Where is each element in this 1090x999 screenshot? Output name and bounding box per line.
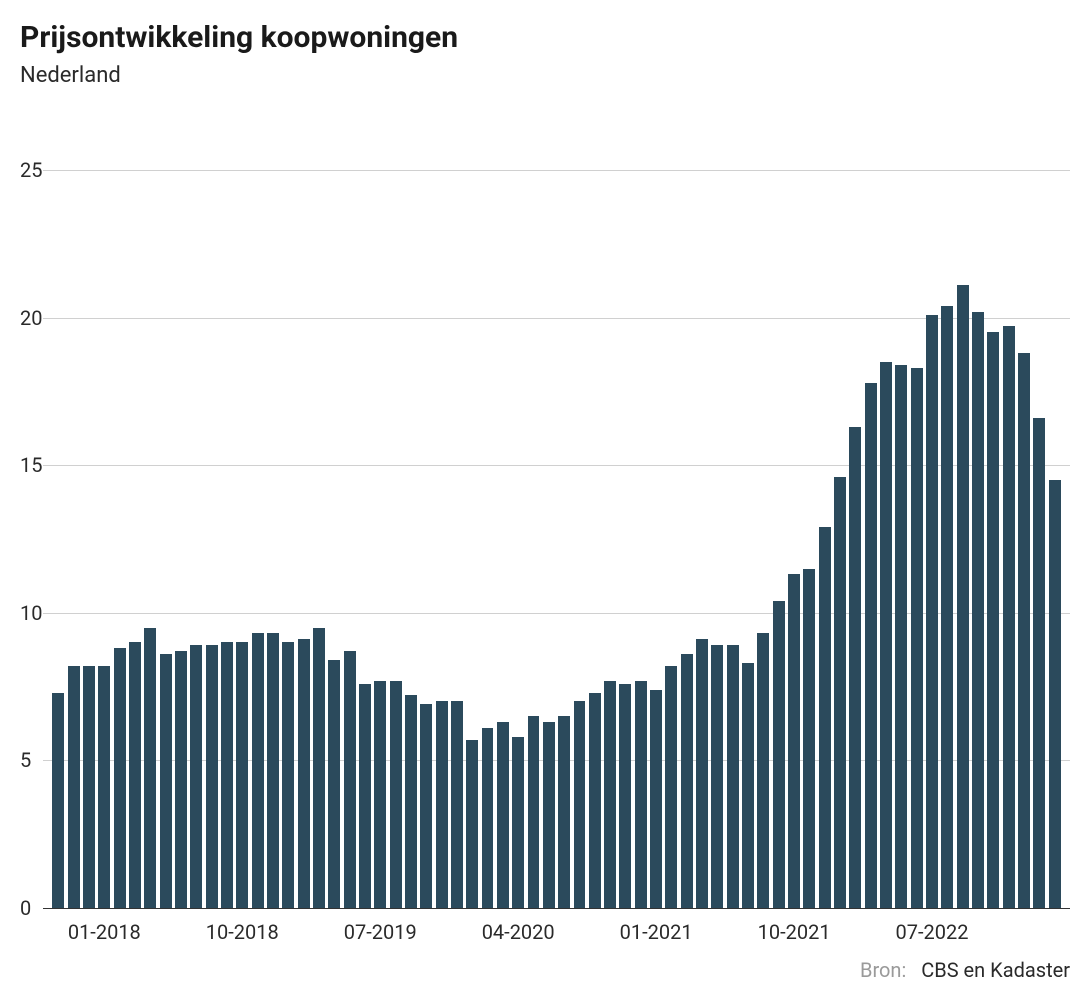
y-tick-label: 20	[20, 306, 42, 330]
bar	[757, 633, 769, 908]
bar	[144, 628, 156, 908]
bar	[482, 728, 494, 908]
x-axis-line	[43, 908, 1070, 909]
bar	[252, 633, 264, 908]
y-tick-label: 25	[20, 158, 42, 182]
bar	[390, 681, 402, 908]
bar	[619, 684, 631, 908]
bar	[911, 368, 923, 908]
bar	[359, 684, 371, 908]
bar	[190, 645, 202, 908]
bar	[451, 701, 463, 908]
bar	[236, 642, 248, 908]
bar	[834, 477, 846, 908]
bar	[895, 365, 907, 908]
bar	[650, 690, 662, 908]
bar	[865, 383, 877, 908]
bar	[849, 427, 861, 908]
bar	[98, 666, 110, 908]
bar	[436, 701, 448, 908]
x-tick-label: 07-2022	[896, 920, 969, 944]
y-tick-label: 15	[20, 453, 42, 477]
bar	[313, 628, 325, 908]
bar	[114, 648, 126, 908]
bar	[819, 527, 831, 908]
chart-title: Prijsontwikkeling koopwoningen	[20, 20, 1070, 55]
bar	[68, 666, 80, 908]
bar	[880, 362, 892, 908]
bar	[497, 722, 509, 908]
x-tick-label: 07-2019	[344, 920, 417, 944]
bar	[298, 639, 310, 908]
x-tick-label: 01-2021	[620, 920, 693, 944]
bar	[282, 642, 294, 908]
bar	[344, 651, 356, 908]
bar	[83, 666, 95, 908]
bar	[1003, 326, 1015, 908]
bar	[1018, 353, 1030, 908]
bar	[543, 722, 555, 908]
bars-group	[43, 170, 1070, 908]
bar	[512, 737, 524, 908]
bar	[604, 681, 616, 908]
bar	[221, 642, 233, 908]
bar	[773, 601, 785, 908]
y-tick-label: 0	[20, 896, 31, 920]
bar	[957, 285, 969, 908]
bar	[742, 663, 754, 908]
bar	[420, 704, 432, 908]
bar	[558, 716, 570, 908]
bar	[727, 645, 739, 908]
x-tick-label: 10-2021	[758, 920, 831, 944]
bar	[405, 695, 417, 908]
bar	[711, 645, 723, 908]
bar	[696, 639, 708, 908]
bar	[328, 660, 340, 908]
bar	[1049, 480, 1061, 908]
plot-area	[43, 170, 1070, 908]
chart-subtitle: Nederland	[20, 63, 1070, 88]
bar	[589, 693, 601, 908]
bar	[129, 642, 141, 908]
x-tick-label: 04-2020	[482, 920, 555, 944]
bar	[160, 654, 172, 908]
bar	[803, 569, 815, 908]
bar	[788, 574, 800, 908]
bar	[466, 740, 478, 908]
bar	[635, 681, 647, 908]
x-tick-label: 01-2018	[68, 920, 141, 944]
bar	[681, 654, 693, 908]
attribution-label: Bron:	[860, 958, 906, 982]
bar	[665, 666, 677, 908]
bar	[987, 332, 999, 908]
bar	[374, 681, 386, 908]
bar	[941, 306, 953, 908]
x-tick-label: 10-2018	[206, 920, 279, 944]
bar	[1033, 418, 1045, 908]
attribution: Bron: CBS en Kadaster	[860, 958, 1070, 982]
bar	[574, 701, 586, 908]
bar	[206, 645, 218, 908]
y-tick-label: 5	[20, 748, 31, 772]
bar	[52, 693, 64, 908]
bar	[175, 651, 187, 908]
chart-container: Prijsontwikkeling koopwoningen Nederland…	[0, 0, 1090, 999]
bar	[267, 633, 279, 908]
bar	[926, 315, 938, 908]
y-tick-label: 10	[20, 601, 42, 625]
bar	[972, 312, 984, 908]
attribution-value: CBS en Kadaster	[921, 958, 1070, 982]
bar	[528, 716, 540, 908]
